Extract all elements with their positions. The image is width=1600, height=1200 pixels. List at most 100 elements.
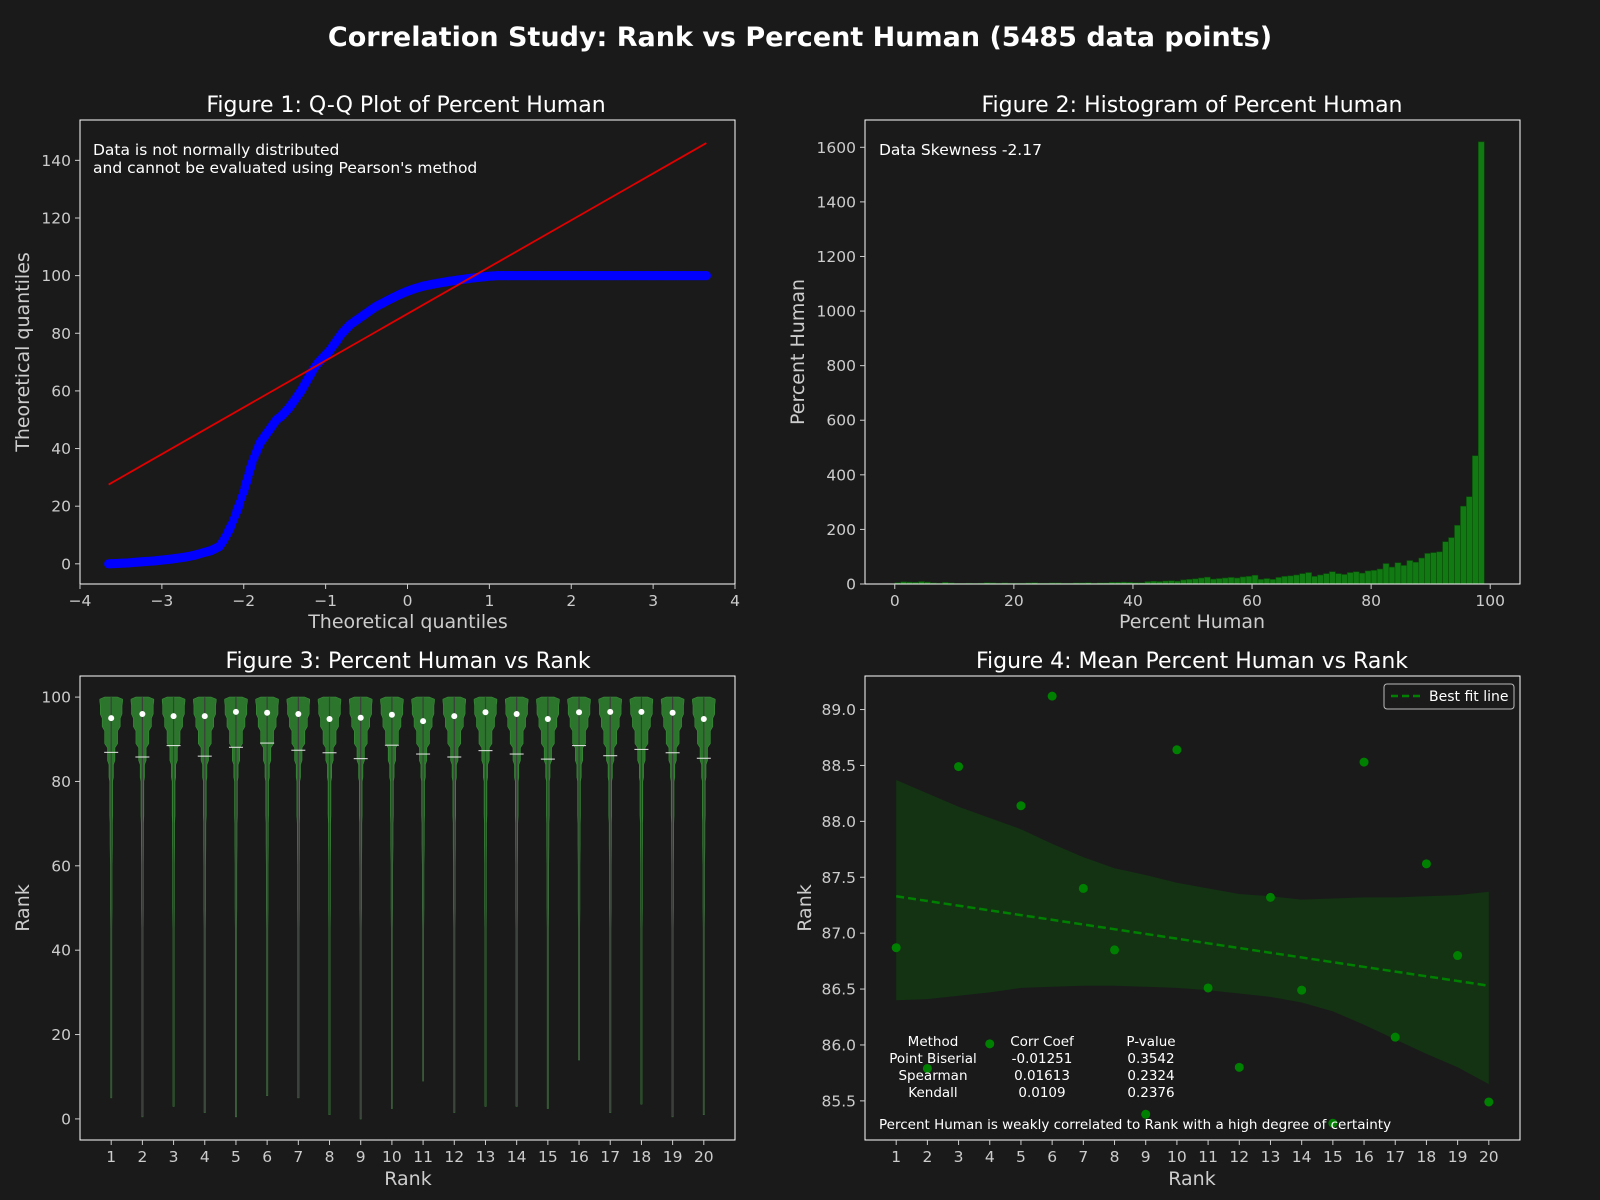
qq-x-tick-label: −3 <box>150 592 173 610</box>
qq-x-tick-label: 3 <box>648 592 658 610</box>
violin-x-tick-label: 4 <box>200 1148 210 1166</box>
table-corr-point-biserial: -0.01251 <box>1012 1051 1073 1067</box>
mean-scatter-x-tick-label: 6 <box>1047 1148 1057 1166</box>
qq-x-tick-label: 1 <box>484 592 494 610</box>
violin-median-dot <box>451 713 458 720</box>
mean-scatter-x-tick-label: 1 <box>891 1148 901 1166</box>
table-header-method: Method <box>908 1034 959 1050</box>
qq-y-tick-label: 20 <box>51 498 71 516</box>
table-p-kendall: 0.2376 <box>1127 1085 1174 1101</box>
violin-x-tick-label: 20 <box>694 1148 714 1166</box>
mean-scatter-x-tick-label: 7 <box>1078 1148 1088 1166</box>
histogram-y-tick-label: 600 <box>826 412 856 430</box>
qq-y-tick-label: 80 <box>51 325 71 343</box>
mean-scatter-x-tick-label: 17 <box>1385 1148 1405 1166</box>
qq-annotation-line-1: Data is not normally distributed <box>93 141 339 159</box>
mean-scatter-y-tick-label: 87.5 <box>821 869 856 887</box>
mean-scatter-y-tick-label: 88.0 <box>821 813 856 831</box>
mean-scatter-x-tick-label: 4 <box>985 1148 995 1166</box>
histogram-bar <box>1394 562 1402 585</box>
qq-y-tick-label: 120 <box>41 209 71 227</box>
histogram-bar <box>1186 579 1193 585</box>
violin-y-axis-label: Rank <box>12 884 34 931</box>
mean-scatter-y-axis-label: Rank <box>794 884 816 931</box>
violin-median-dot <box>108 715 115 722</box>
violin-y-tick-label: 100 <box>41 689 71 707</box>
histogram-bar <box>1275 577 1283 585</box>
mean-scatter-title: Figure 4: Mean Percent Human vs Rank <box>976 649 1408 674</box>
legend-best-fit-label: Best fit line <box>1429 689 1508 705</box>
histogram-bar <box>1466 496 1473 585</box>
figure-suptitle: Correlation Study: Rank vs Percent Human… <box>328 22 1272 53</box>
mean-point <box>1047 691 1057 701</box>
mean-point <box>1359 757 1369 767</box>
histogram-x-tick-label: 100 <box>1475 592 1505 610</box>
violin-x-tick-label: 9 <box>356 1148 366 1166</box>
histogram-bar <box>1335 573 1342 585</box>
histogram-bar <box>1478 141 1485 585</box>
mean-point <box>1141 1109 1151 1119</box>
violin-median-dot <box>232 708 239 715</box>
violin-y-tick-label: 40 <box>51 942 71 960</box>
histogram-y-tick-label: 1200 <box>817 248 856 266</box>
histogram-panel: Figure 2: Histogram of Percent Human 0 20… <box>787 93 1521 633</box>
correlation-table: Method Corr Coef P-value Point Biserial … <box>889 1034 1175 1101</box>
violin-title: Figure 3: Percent Human vs Rank <box>225 649 590 674</box>
violin-x-tick-label: 10 <box>382 1148 402 1166</box>
mean-point <box>1110 945 1120 955</box>
histogram-bar <box>1245 576 1253 585</box>
histogram-y-tick-label: 1400 <box>817 193 856 211</box>
histogram-bar <box>1400 565 1408 585</box>
histogram-bar <box>1424 553 1431 585</box>
histogram-bar <box>1352 571 1360 585</box>
mean-point <box>1234 1062 1244 1072</box>
mean-point <box>1203 983 1213 993</box>
qq-x-axis-label: Theoretical quantiles <box>307 611 508 633</box>
table-method-point-biserial: Point Biserial <box>889 1051 977 1067</box>
violin-x-tick-label: 16 <box>569 1148 589 1166</box>
histogram-bar <box>1293 574 1300 585</box>
histogram-bar <box>1323 573 1330 585</box>
qq-point <box>701 271 711 281</box>
mean-scatter-x-axis-label: Rank <box>1168 1168 1215 1190</box>
histogram-y-axis-label: Percent Human <box>787 279 809 425</box>
qq-annotation-line-2: and cannot be evaluated using Pearson's … <box>93 159 477 177</box>
violin-x-tick-label: 17 <box>600 1148 620 1166</box>
mean-point <box>985 1039 995 1049</box>
mean-point <box>1297 985 1307 995</box>
violin-median-dot <box>576 709 583 716</box>
violin-median-dot <box>170 713 177 720</box>
violin-x-tick-label: 19 <box>663 1148 683 1166</box>
table-corr-kendall: 0.0109 <box>1018 1085 1065 1101</box>
mean-scatter-marks <box>891 691 1494 1128</box>
violin-x-tick-label: 6 <box>262 1148 272 1166</box>
qq-y-tick-label: 0 <box>61 555 71 573</box>
histogram-y-tick-label: 0 <box>846 576 856 594</box>
histogram-bar <box>1358 572 1366 585</box>
mean-scatter-y-tick-label: 86.0 <box>821 1036 856 1054</box>
table-p-spearman: 0.2324 <box>1127 1068 1174 1084</box>
mean-scatter-frame <box>864 675 1521 1141</box>
mean-scatter-y-tick-label: 88.5 <box>821 757 856 775</box>
histogram-bar <box>1227 577 1235 585</box>
histogram-bar <box>1418 557 1426 585</box>
qq-y-tick-label: 140 <box>41 152 71 170</box>
mean-scatter-x-tick-label: 16 <box>1354 1148 1374 1166</box>
qq-x-tick-label: 0 <box>403 592 413 610</box>
histogram-bar <box>1251 574 1259 585</box>
violin-x-tick-label: 7 <box>293 1148 303 1166</box>
histogram-bar <box>1198 577 1205 585</box>
mean-scatter-x-tick-label: 14 <box>1292 1148 1312 1166</box>
mean-scatter-x-tick-label: 10 <box>1167 1148 1187 1166</box>
mean-point <box>954 762 964 772</box>
mean-scatter-x-tick-label: 18 <box>1417 1148 1437 1166</box>
violin-median-dot <box>607 708 614 715</box>
mean-scatter-y-tick-label: 86.5 <box>821 981 856 999</box>
histogram-x-tick-label: 40 <box>1123 592 1143 610</box>
mean-point <box>891 943 901 953</box>
mean-point <box>1453 951 1463 961</box>
histogram-bar <box>1329 571 1336 585</box>
mean-scatter-ticks: 1 2 3 4 5 6 7 8 9 10 11 12 13 14 15 16 17 18 19 2085.586.08… <box>821 701 1498 1166</box>
histogram-bar <box>1281 576 1289 585</box>
